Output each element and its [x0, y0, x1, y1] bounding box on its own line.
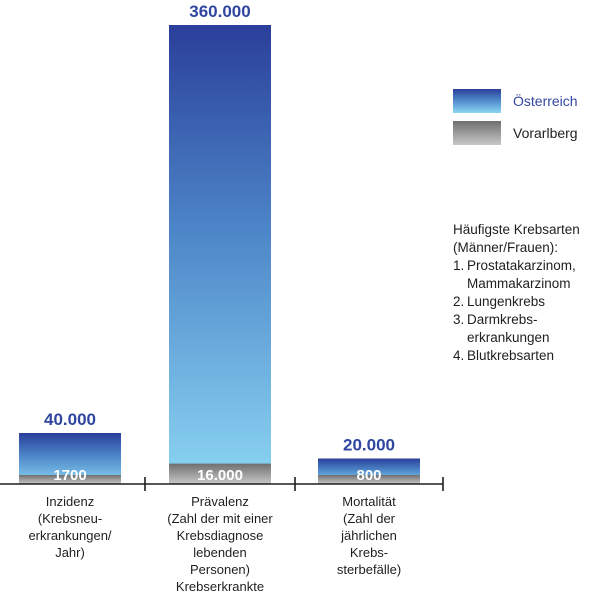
- legend-label-austria: Österreich: [513, 93, 578, 109]
- bar-vorarlberg: [19, 475, 121, 484]
- legend-item-vorarlberg: Vorarlberg: [453, 120, 578, 146]
- bar-vorarlberg: [169, 463, 271, 484]
- info-title-line2: (Männer/Frauen):: [453, 240, 559, 255]
- legend-swatch-vorarlberg: [453, 121, 501, 145]
- value-label-vorarlberg: 800: [356, 467, 381, 484]
- value-label-vorarlberg: 1700: [53, 467, 86, 484]
- cancer-type-list: 1. Prostatakarzinom, Mammakarzinom 2. Lunge…: [453, 257, 598, 365]
- legend-swatch-austria: [453, 89, 501, 113]
- value-label-vorarlberg: 16.000: [197, 467, 243, 484]
- legend: Österreich Vorarlberg: [453, 88, 578, 152]
- category-label: Mortalität (Zahl der jährlichen Krebs-sterb…: [337, 494, 401, 577]
- category-label: Prävalenz (Zahl der mit einer Krebsdiagnos…: [167, 494, 273, 594]
- value-label-austria: 20.000: [343, 436, 395, 455]
- legend-label-vorarlberg: Vorarlberg: [513, 125, 578, 141]
- value-label-austria: 40.000: [44, 410, 96, 429]
- list-item: 4. Blutkrebsarten: [453, 348, 555, 363]
- list-item: 2. Lungenkrebs: [453, 294, 546, 309]
- list-item: 1. Prostatakarzinom, Mammakarzinom: [453, 258, 576, 291]
- bar-vorarlberg: [318, 475, 420, 484]
- info-box-cancer-types: Häufigste Krebsarten (Männer/Frauen): 1.…: [453, 221, 598, 365]
- info-title-line1: Häufigste Krebsarten: [453, 222, 580, 237]
- list-item: 3. Darmkrebs-erkrankungen: [453, 312, 550, 345]
- bar-austria: [169, 25, 271, 484]
- value-label-austria: 360.000: [189, 2, 250, 21]
- legend-item-austria: Österreich: [453, 88, 578, 114]
- category-label: Inzidenz (Krebsneu-erkrankungen/Jahr): [28, 494, 111, 560]
